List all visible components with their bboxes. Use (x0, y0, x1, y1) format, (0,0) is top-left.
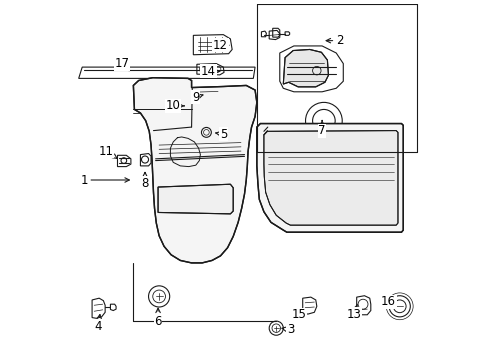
Polygon shape (158, 184, 233, 214)
Text: 2: 2 (325, 34, 343, 47)
Text: 8: 8 (141, 172, 148, 190)
Text: 6: 6 (154, 308, 162, 328)
Polygon shape (133, 78, 256, 263)
Text: 13: 13 (346, 304, 361, 320)
Polygon shape (264, 131, 397, 225)
Polygon shape (256, 123, 403, 232)
Text: 1: 1 (80, 174, 129, 186)
Text: 16: 16 (380, 295, 395, 308)
Text: 10: 10 (165, 99, 183, 112)
Polygon shape (283, 49, 328, 87)
Text: 12: 12 (213, 39, 228, 52)
Text: 5: 5 (215, 128, 226, 141)
Text: 7: 7 (318, 121, 325, 137)
Text: 4: 4 (94, 315, 102, 333)
Text: 3: 3 (282, 323, 293, 337)
Text: 17: 17 (114, 57, 129, 71)
Text: 15: 15 (291, 308, 306, 321)
Text: 14: 14 (201, 65, 219, 78)
Text: 9: 9 (192, 91, 203, 104)
Text: 11: 11 (99, 145, 117, 158)
